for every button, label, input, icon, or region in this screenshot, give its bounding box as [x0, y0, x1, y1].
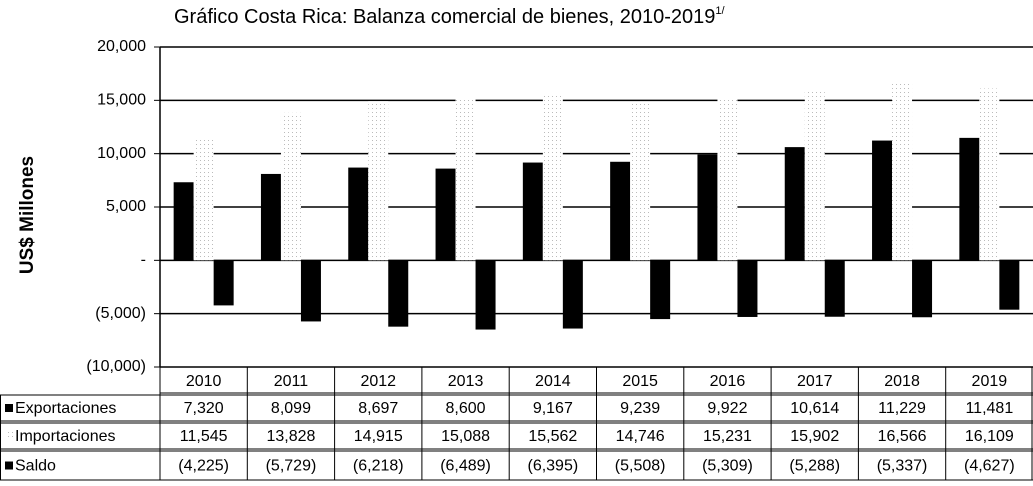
bar — [979, 88, 1000, 261]
x-tick-label: 2011 — [274, 373, 309, 390]
x-tick-label: 2014 — [535, 373, 571, 390]
y-tick-label: 10,000 — [97, 145, 146, 162]
bar — [999, 260, 1020, 310]
bar — [784, 147, 805, 261]
bar — [697, 154, 718, 261]
y-tick-label: 20,000 — [97, 38, 146, 55]
table-cell: 11,545 — [180, 428, 228, 445]
table-cell: (5,729) — [266, 458, 317, 475]
table-cell: (5,309) — [702, 458, 753, 475]
bar — [892, 83, 913, 261]
table-cell: 15,562 — [528, 428, 577, 445]
table-cell: 10,614 — [790, 400, 839, 417]
table-cell: 15,902 — [790, 428, 839, 445]
table-cell: (4,627) — [964, 458, 1015, 475]
table-cell: 9,239 — [620, 400, 660, 417]
legend-swatch — [5, 432, 13, 440]
x-tick-label: 2017 — [797, 373, 833, 390]
x-tick-label: 2013 — [448, 373, 484, 390]
bar — [630, 103, 651, 261]
y-tick-label: 15,000 — [97, 92, 146, 109]
table-cell: 15,088 — [441, 428, 490, 445]
table-cell: (6,395) — [527, 458, 578, 475]
bar — [650, 260, 671, 320]
y-axis-label: US$ Millones — [17, 156, 38, 274]
chart-title: Gráfico Costa Rica: Balanza comercial de… — [174, 5, 726, 28]
table-cell: (5,337) — [877, 458, 928, 475]
legend-swatch — [5, 461, 13, 470]
table-cell: (4,225) — [178, 458, 229, 475]
bar — [912, 260, 933, 318]
y-tick-label: 5,000 — [106, 198, 146, 215]
legend-label: Saldo — [15, 458, 56, 475]
bar — [260, 173, 281, 261]
bar — [522, 162, 543, 261]
x-tick-label: 2018 — [884, 373, 920, 390]
x-tick-label: 2012 — [360, 373, 396, 390]
y-tick-label: - — [141, 252, 146, 269]
table-cell: (6,489) — [440, 458, 491, 475]
table-cell: 7,320 — [184, 400, 224, 417]
table-cell: 14,746 — [616, 428, 665, 445]
bar — [348, 167, 369, 261]
table-cell: 13,828 — [266, 428, 315, 445]
bar — [475, 260, 496, 330]
bar — [173, 182, 194, 261]
table-cell: (5,288) — [789, 458, 840, 475]
bar — [280, 112, 301, 261]
bar — [610, 161, 631, 261]
title-text: Gráfico Costa Rica: Balanza comercial de… — [174, 6, 715, 28]
table-cell: (5,508) — [615, 458, 666, 475]
table-cell: 15,231 — [703, 428, 752, 445]
x-tick-label: 2016 — [710, 373, 746, 390]
bar — [717, 97, 738, 261]
table-cell: 16,109 — [965, 428, 1014, 445]
bar — [804, 90, 825, 261]
table-cell: 8,099 — [271, 400, 311, 417]
bar — [562, 260, 583, 329]
y-tick-label: (5,000) — [95, 305, 146, 322]
y-tick-label: (10,000) — [86, 358, 146, 375]
x-tick-label: 2019 — [972, 373, 1008, 390]
bar — [388, 260, 409, 327]
bar — [435, 168, 456, 261]
bar — [542, 94, 563, 261]
bar — [300, 260, 321, 322]
table-cell: 9,922 — [707, 400, 747, 417]
legend-label: Importaciones — [15, 428, 116, 445]
bar — [824, 260, 845, 317]
table-cell: 9,167 — [533, 400, 573, 417]
table-cell: 8,697 — [358, 400, 398, 417]
bar — [368, 101, 389, 261]
bar — [455, 99, 476, 261]
x-tick-label: 2015 — [622, 373, 658, 390]
legend-swatch — [5, 404, 13, 412]
table-cell: 14,915 — [354, 428, 403, 445]
table-cell: 11,229 — [878, 400, 926, 417]
table-cell: 11,481 — [965, 400, 1013, 417]
table-cell: 8,600 — [446, 400, 486, 417]
legend-label: Exportaciones — [15, 400, 116, 417]
bar — [959, 137, 980, 261]
bar — [737, 260, 758, 317]
table-cell: 16,566 — [878, 428, 927, 445]
bar — [213, 260, 234, 306]
bar — [872, 140, 893, 261]
x-tick-label: 2010 — [186, 373, 222, 390]
bar — [193, 137, 214, 261]
table-cell: (6,218) — [353, 458, 404, 475]
title-superscript: 1/ — [715, 5, 725, 17]
